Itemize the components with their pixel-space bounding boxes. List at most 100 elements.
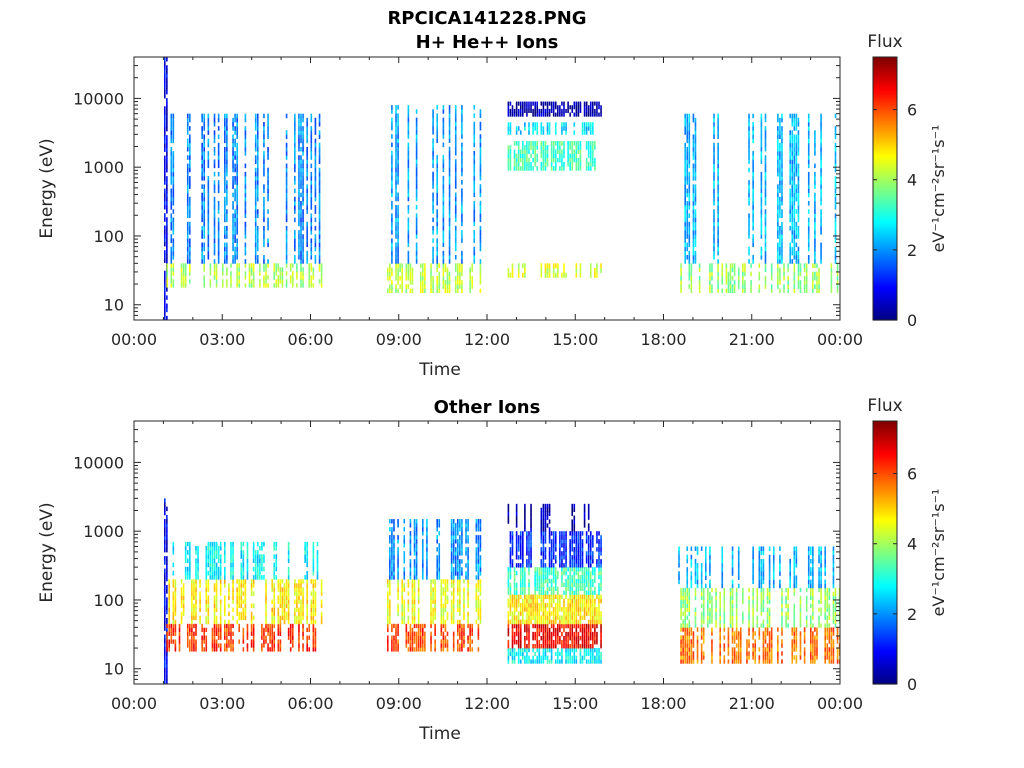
flux-cell xyxy=(446,611,449,617)
flux-cell xyxy=(573,141,576,146)
flux-cell xyxy=(596,112,598,117)
flux-cell xyxy=(511,263,514,269)
flux-cell xyxy=(517,161,520,167)
flux-cell xyxy=(546,130,549,135)
flux-cell xyxy=(275,554,278,559)
flux-cell xyxy=(294,151,296,156)
flux-cell xyxy=(228,603,230,609)
flux-cell xyxy=(686,221,689,227)
flux-cell xyxy=(306,134,308,140)
flux-cell xyxy=(259,546,261,551)
flux-cell xyxy=(201,217,203,223)
flux-cell xyxy=(748,142,750,148)
flux-cell xyxy=(479,280,482,285)
flux-cell xyxy=(242,639,245,644)
flux-cell xyxy=(275,575,278,580)
flux-cell xyxy=(579,141,582,146)
colorbar-step xyxy=(873,186,897,190)
flux-cell xyxy=(793,151,796,156)
flux-cell xyxy=(795,192,798,198)
flux-cell xyxy=(571,157,574,163)
flux-cell xyxy=(417,639,420,644)
flux-cell xyxy=(764,126,767,131)
flux-cell xyxy=(395,271,397,277)
flux-cell xyxy=(463,635,465,640)
flux-cell xyxy=(461,171,463,177)
flux-cell xyxy=(454,213,457,218)
flux-cell xyxy=(473,221,476,227)
flux-cell xyxy=(252,541,255,547)
flux-cell xyxy=(781,171,783,177)
flux-cell xyxy=(170,126,173,131)
flux-cell xyxy=(232,639,234,644)
colorbar-step xyxy=(873,170,897,173)
flux-cell xyxy=(391,535,393,540)
flux-cell xyxy=(302,591,304,596)
flux-cell xyxy=(386,267,389,273)
flux-cell xyxy=(770,267,773,273)
flux-cell xyxy=(395,623,397,629)
flux-cell xyxy=(213,271,216,276)
flux-cell xyxy=(391,559,393,564)
flux-cell xyxy=(166,547,168,553)
flux-cell xyxy=(799,284,802,289)
flux-cell xyxy=(680,280,682,285)
flux-cell xyxy=(589,145,592,150)
flux-cell xyxy=(207,217,210,223)
flux-cell xyxy=(791,196,794,202)
flux-cell xyxy=(557,263,559,269)
flux-cell xyxy=(524,272,526,278)
flux-cell xyxy=(814,163,816,169)
flux-cell xyxy=(791,121,794,127)
flux-cell xyxy=(448,280,451,285)
flux-cell xyxy=(318,213,321,218)
flux-cell xyxy=(407,192,410,198)
flux-cell xyxy=(415,196,418,202)
flux-cell xyxy=(820,167,822,173)
flux-cell xyxy=(170,267,173,272)
flux-cell xyxy=(318,255,321,260)
flux-cell xyxy=(430,579,432,584)
colorbar-step xyxy=(873,223,897,227)
flux-cell xyxy=(265,587,267,592)
flux-cell xyxy=(834,217,837,223)
flux-cell xyxy=(306,242,308,248)
flux-cell xyxy=(688,259,691,264)
flux-cell xyxy=(318,113,321,119)
flux-cell xyxy=(698,284,701,289)
flux-cell xyxy=(166,631,168,636)
flux-cell xyxy=(713,163,715,169)
flux-cell xyxy=(407,238,410,243)
flux-cell xyxy=(244,117,247,123)
flux-cell xyxy=(166,535,168,541)
flux-cell xyxy=(318,242,321,248)
flux-cell xyxy=(799,271,802,277)
flux-cell xyxy=(166,626,168,631)
flux-cell xyxy=(473,246,476,252)
flux-cell xyxy=(454,184,457,189)
flux-cell xyxy=(430,583,432,588)
flux-cell xyxy=(397,138,399,143)
flux-cell xyxy=(306,238,308,243)
flux-cell xyxy=(561,166,563,171)
flux-cell xyxy=(434,643,436,648)
flux-cell xyxy=(432,146,434,152)
flux-cell xyxy=(430,639,432,644)
flux-cell xyxy=(189,541,191,547)
flux-cell xyxy=(688,284,691,289)
flux-cell xyxy=(207,619,210,625)
flux-cell xyxy=(391,551,393,556)
flux-cell xyxy=(232,607,234,613)
flux-cell xyxy=(432,117,434,123)
flux-cell xyxy=(306,619,308,625)
flux-cell xyxy=(559,105,561,110)
flux-cell xyxy=(306,603,308,609)
flux-cell xyxy=(454,159,457,164)
flux-cell xyxy=(283,615,286,621)
flux-cell xyxy=(752,163,754,169)
flux-cell xyxy=(170,225,173,231)
flux-cell xyxy=(306,541,308,547)
flux-cell xyxy=(166,167,168,173)
flux-cell xyxy=(442,639,445,644)
flux-cell xyxy=(166,647,168,652)
